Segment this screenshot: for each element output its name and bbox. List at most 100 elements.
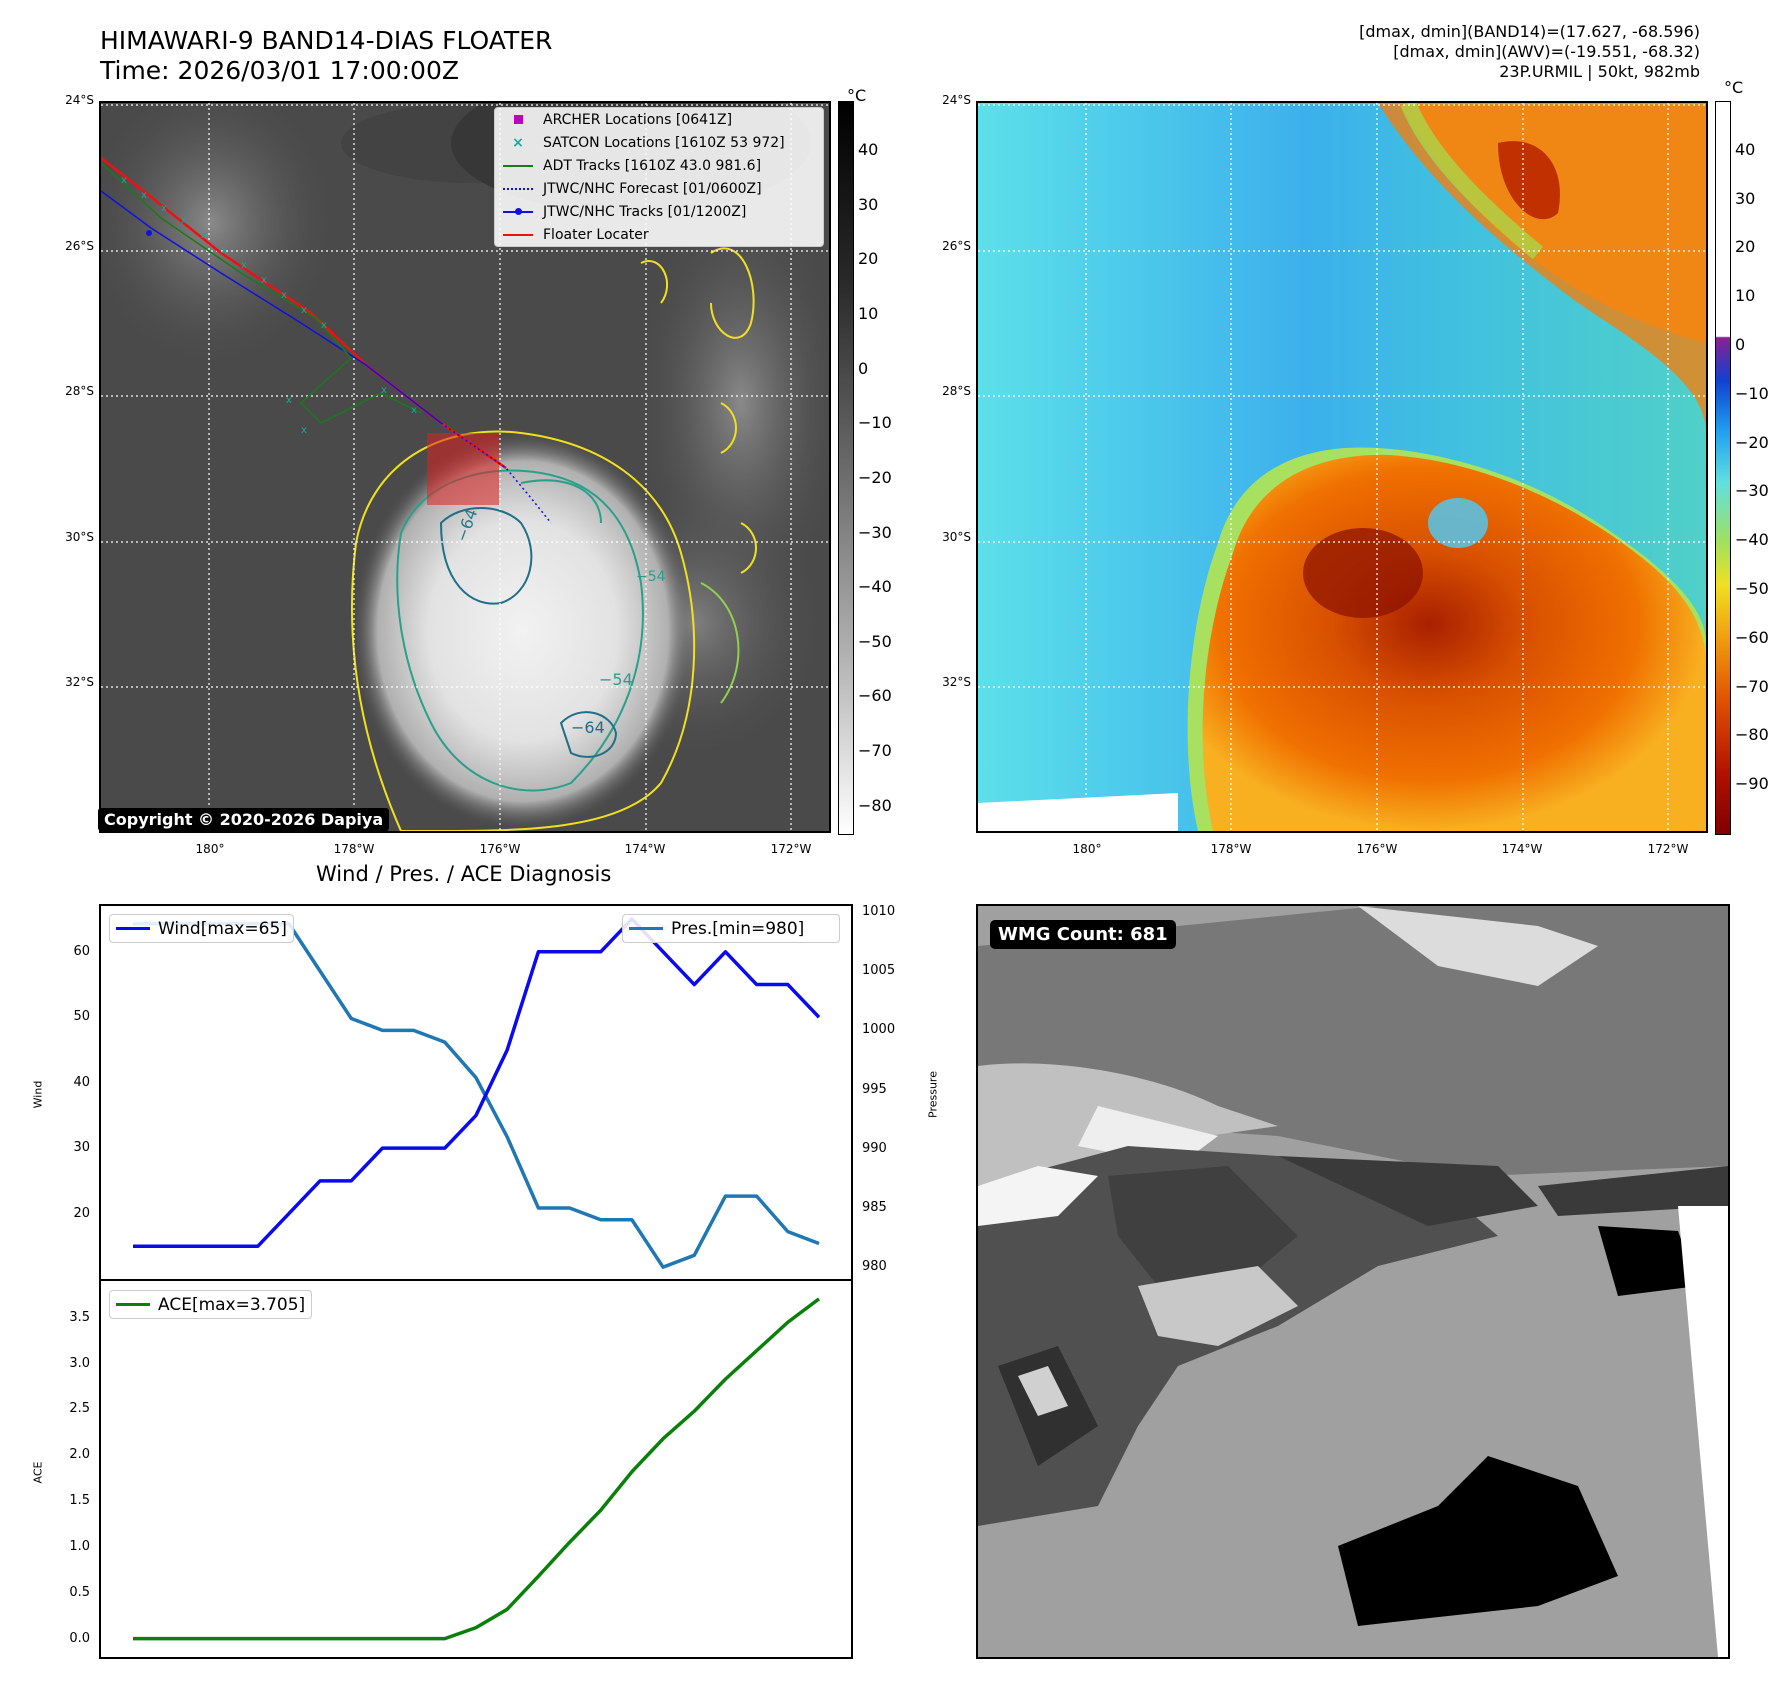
ace-tick-6: 3.0 <box>69 1355 90 1371</box>
ace-legend-label: ACE[max=3.705] <box>158 1294 306 1315</box>
wind-series-line <box>133 917 821 1249</box>
figure-stats: [dmax, dmin](BAND14)=(17.627, -68.596) [… <box>1359 22 1700 82</box>
svg-text:x: x <box>411 405 417 416</box>
title-line-2: Time: 2026/03/01 17:00:00Z <box>100 56 459 85</box>
awv-lon-tick-2: 176°W <box>1356 842 1398 856</box>
ace-tick-7: 3.5 <box>69 1309 90 1325</box>
ir-lon-tick-3: 174°W <box>624 842 666 856</box>
map-legend: ARCHER Locations [0641Z] × SATCON Locati… <box>494 107 824 247</box>
ir-lon-tick-0: 180° <box>195 842 225 856</box>
pressure-tick-1: 985 <box>862 1199 887 1215</box>
legend-archer: ARCHER Locations [0641Z] <box>495 108 823 131</box>
legend-satcon: × SATCON Locations [1610Z 53 972] <box>512 134 785 151</box>
awv-cb-tick-0: 40 <box>1735 139 1756 159</box>
ir-lon-tick-4: 172°W <box>770 842 812 856</box>
ir-cb-tick-0: 40 <box>858 140 879 160</box>
satcon-points: x x x x x x x x x x x x x x x <box>121 175 417 436</box>
ir-cb-tick-6: −20 <box>858 467 892 487</box>
ir-lat-tick-2: 28°S <box>65 384 94 398</box>
svg-text:x: x <box>121 175 127 186</box>
awv-gridlines <box>978 103 1706 831</box>
awv-cb-tick-10: −60 <box>1735 627 1769 647</box>
svg-text:x: x <box>301 305 307 316</box>
ir-lat-tick-3: 30°S <box>65 530 94 544</box>
svg-text:x: x <box>301 425 307 436</box>
awv-cb-tick-3: 10 <box>1735 286 1756 306</box>
ir-cb-tick-7: −30 <box>858 522 892 542</box>
ir-cb-tick-9: −50 <box>858 631 892 651</box>
ir-cb-tick-1: 30 <box>858 194 879 214</box>
awv-cb-tick-7: −30 <box>1735 481 1769 501</box>
ace-tick-2: 1.0 <box>69 1538 90 1554</box>
ir-cb-tick-8: −40 <box>858 577 892 597</box>
awv-lat-tick-1: 26°S <box>942 239 971 253</box>
ir-lon-tick-1: 178°W <box>333 842 375 856</box>
wind-tick-3: 50 <box>73 1009 90 1025</box>
ir-lat-tick-1: 26°S <box>65 239 94 253</box>
awv-cb-tick-9: −50 <box>1735 579 1769 598</box>
diagnosis-title: Wind / Pres. / ACE Diagnosis <box>316 862 612 886</box>
awv-cb-tick-8: −40 <box>1735 530 1769 550</box>
ir-cb-tick-12: −80 <box>858 795 892 815</box>
ace-chart <box>99 1279 853 1659</box>
ace-tick-0: 0.0 <box>69 1630 90 1646</box>
awv-lon-tick-3: 174°W <box>1501 842 1543 856</box>
legend-floater: Floater Locater <box>495 223 823 246</box>
ir-lon-tick-2: 176°W <box>479 842 521 856</box>
awv-cb-tick-1: 30 <box>1735 188 1756 208</box>
stats-line-2: [dmax, dmin](AWV)=(-19.551, -68.32) <box>1393 42 1700 61</box>
adt-track <box>101 162 422 424</box>
svg-text:x: x <box>141 190 147 201</box>
svg-text:x: x <box>261 275 267 286</box>
ace-tick-4: 2.0 <box>69 1447 90 1463</box>
figure-title: HIMAWARI-9 BAND14-DIAS FLOATER Time: 202… <box>100 26 552 86</box>
ir-cb-tick-11: −70 <box>858 741 892 761</box>
pressure-tick-3: 995 <box>862 1081 887 1097</box>
ir-lat-tick-4: 32°S <box>65 675 94 689</box>
svg-text:x: x <box>281 290 287 301</box>
pressure-axis-label: Pressure <box>926 1071 940 1118</box>
legend-jtwc-forecast: JTWC/NHC Forecast [01/0600Z] <box>495 177 823 200</box>
legend-adt: ADT Tracks [1610Z 43.0 981.6] <box>495 154 823 177</box>
title-line-1: HIMAWARI-9 BAND14-DIAS FLOATER <box>100 26 553 55</box>
svg-text:x: x <box>181 215 187 226</box>
awv-colorbar-unit: °C <box>1724 78 1744 97</box>
ir-cb-tick-10: −60 <box>858 686 892 706</box>
ace-legend: ACE[max=3.705] <box>109 1290 313 1319</box>
pressure-legend: Pres.[min=980] <box>622 914 840 943</box>
wind-legend-label: Wind[max=65] <box>158 918 287 939</box>
contour-label-2: −54 <box>599 670 633 689</box>
ir-cb-tick-5: −10 <box>858 413 892 433</box>
stats-line-3: 23P.URMIL | 50kt, 982mb <box>1499 62 1700 81</box>
pressure-tick-6: 1010 <box>862 903 896 919</box>
ace-tick-1: 0.5 <box>69 1584 90 1600</box>
ir-colorbar <box>838 101 854 835</box>
awv-lat-tick-2: 28°S <box>942 384 971 398</box>
ir-colorbar-unit: °C <box>847 86 867 105</box>
awv-lat-tick-4: 32°S <box>942 675 971 689</box>
ace-plot <box>133 1297 821 1641</box>
pressure-tick-0: 980 <box>862 1259 887 1275</box>
wind-pressure-plot <box>133 917 821 1269</box>
ace-tick-3: 1.5 <box>69 1493 90 1509</box>
awv-cb-tick-5: −10 <box>1735 383 1769 403</box>
wind-tick-0: 20 <box>73 1205 90 1221</box>
contour-label-3: −64 <box>571 718 605 737</box>
wmg-panel <box>976 904 1730 1659</box>
ace-tick-5: 2.5 <box>69 1401 90 1417</box>
awv-cb-tick-12: −80 <box>1735 725 1769 745</box>
awv-cb-tick-6: −20 <box>1735 432 1769 452</box>
awv-image <box>978 103 1706 831</box>
wind-tick-1: 30 <box>73 1140 90 1156</box>
wind-tick-2: 40 <box>73 1074 90 1090</box>
wind-tick-4: 60 <box>73 943 90 959</box>
wind-axis-label: Wind <box>31 1080 45 1109</box>
ir-cb-tick-4: 0 <box>858 358 869 378</box>
svg-text:x: x <box>241 260 247 271</box>
svg-text:x: x <box>286 395 292 406</box>
svg-text:x: x <box>321 320 327 331</box>
awv-cb-tick-2: 20 <box>1735 237 1756 257</box>
ace-series-line <box>133 1297 821 1641</box>
